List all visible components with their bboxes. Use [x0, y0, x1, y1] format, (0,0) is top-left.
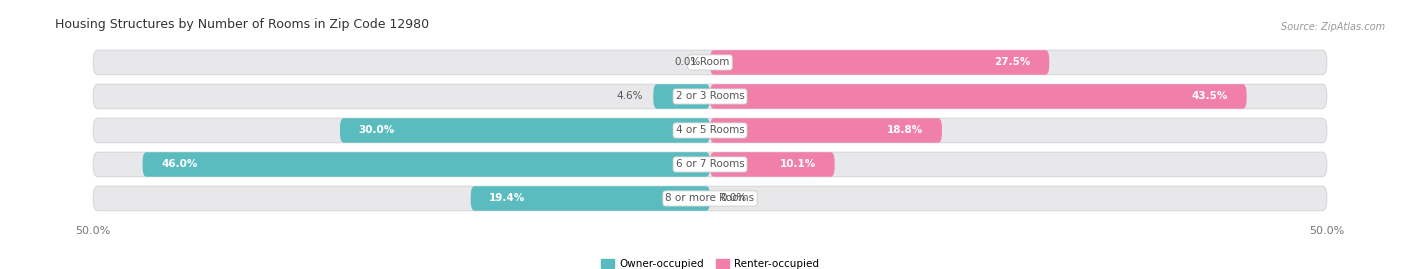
Text: 27.5%: 27.5% [994, 58, 1031, 68]
Text: 43.5%: 43.5% [1192, 91, 1227, 101]
FancyBboxPatch shape [654, 84, 710, 109]
FancyBboxPatch shape [93, 186, 1327, 211]
Text: 30.0%: 30.0% [359, 125, 395, 136]
FancyBboxPatch shape [471, 186, 710, 211]
Text: 4 or 5 Rooms: 4 or 5 Rooms [676, 125, 744, 136]
Text: 4.6%: 4.6% [617, 91, 644, 101]
Text: 8 or more Rooms: 8 or more Rooms [665, 193, 755, 203]
FancyBboxPatch shape [93, 152, 1327, 177]
Text: 19.4%: 19.4% [489, 193, 526, 203]
Legend: Owner-occupied, Renter-occupied: Owner-occupied, Renter-occupied [598, 255, 823, 269]
Text: 1 Room: 1 Room [690, 58, 730, 68]
Text: Housing Structures by Number of Rooms in Zip Code 12980: Housing Structures by Number of Rooms in… [55, 18, 429, 31]
Text: Source: ZipAtlas.com: Source: ZipAtlas.com [1281, 22, 1385, 31]
FancyBboxPatch shape [710, 152, 835, 177]
Text: 10.1%: 10.1% [780, 160, 815, 169]
Text: 46.0%: 46.0% [162, 160, 197, 169]
Text: 0.0%: 0.0% [673, 58, 700, 68]
FancyBboxPatch shape [710, 118, 942, 143]
FancyBboxPatch shape [93, 118, 1327, 143]
FancyBboxPatch shape [710, 50, 1049, 75]
Text: 6 or 7 Rooms: 6 or 7 Rooms [676, 160, 744, 169]
FancyBboxPatch shape [142, 152, 710, 177]
Text: 18.8%: 18.8% [887, 125, 924, 136]
FancyBboxPatch shape [340, 118, 710, 143]
FancyBboxPatch shape [710, 84, 1247, 109]
Text: 0.0%: 0.0% [720, 193, 747, 203]
FancyBboxPatch shape [93, 50, 1327, 75]
Text: 2 or 3 Rooms: 2 or 3 Rooms [676, 91, 744, 101]
FancyBboxPatch shape [93, 84, 1327, 109]
